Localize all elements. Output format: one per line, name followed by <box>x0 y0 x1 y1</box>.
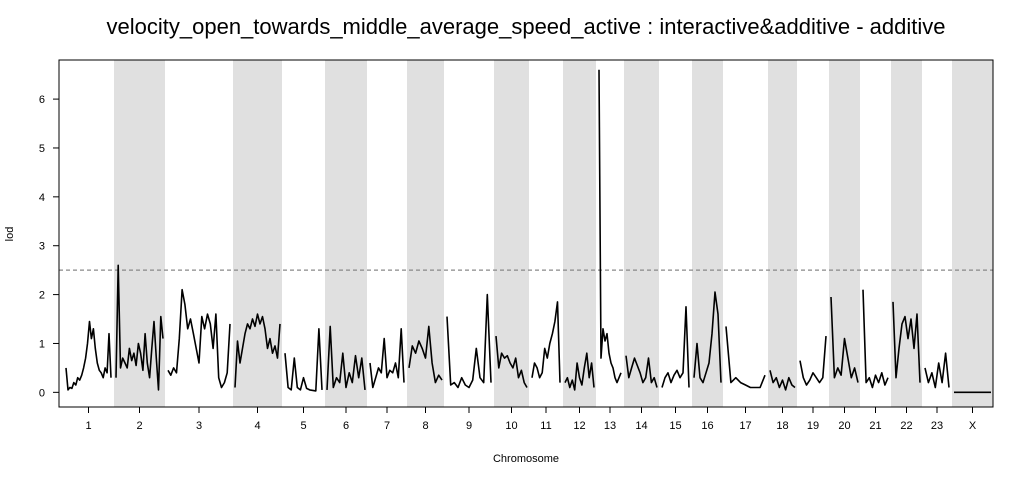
y-tick-label-1: 1 <box>39 338 45 350</box>
lod-curve-chr-18 <box>769 370 796 391</box>
x-tick-label-14: 14 <box>635 420 647 432</box>
x-tick-label-15: 15 <box>669 420 681 432</box>
x-tick-label-21: 21 <box>869 420 881 432</box>
lod-curve-chr-13 <box>598 69 622 384</box>
shade-chr-14 <box>624 60 659 407</box>
chromosome-shading <box>114 60 993 407</box>
x-tick-label-5: 5 <box>300 420 306 432</box>
x-tick-label-2: 2 <box>136 420 142 432</box>
x-tick-label-8: 8 <box>422 420 428 432</box>
y-tick-label-2: 2 <box>39 290 45 302</box>
shade-chr-X <box>952 60 993 407</box>
y-tick-label-0: 0 <box>39 387 45 399</box>
lod-curve-chr-3 <box>167 288 231 389</box>
x-tick-label-X: X <box>969 420 977 432</box>
chart-title: velocity_open_towards_middle_average_spe… <box>106 14 946 39</box>
lod-curve-chr-6 <box>326 325 366 390</box>
x-tick-label-19: 19 <box>807 420 819 432</box>
lod-curve-chr-22 <box>892 301 921 383</box>
lod-curve-chr-12 <box>564 352 595 391</box>
lod-curve-chr-19 <box>799 336 827 386</box>
x-tick-label-10: 10 <box>505 420 517 432</box>
lod-curve-chr-1 <box>65 320 112 391</box>
lod-curve-chr-11 <box>531 301 561 383</box>
x-tick-label-22: 22 <box>900 420 912 432</box>
shade-chr-18 <box>768 60 797 407</box>
x-axis: 1 2 3 4 5 6 7 8 9 10 11 12 13 14 15 16 17 18 19 20 21 22 23 X <box>85 407 977 432</box>
x-tick-label-9: 9 <box>466 420 472 432</box>
lod-curve-chr-20 <box>830 296 859 383</box>
shade-chr-10 <box>494 60 529 407</box>
x-tick-label-13: 13 <box>604 420 616 432</box>
x-tick-label-16: 16 <box>701 420 713 432</box>
lod-curve-chr-8 <box>408 325 443 384</box>
lod-curve-chr-7 <box>369 327 405 389</box>
x-tick-label-11: 11 <box>540 420 551 432</box>
x-axis-title: Chromosome <box>493 453 559 465</box>
shade-chr-4 <box>233 60 282 407</box>
y-tick-label-6: 6 <box>39 94 45 106</box>
x-tick-label-3: 3 <box>196 420 202 432</box>
lod-curve-chr-2 <box>115 264 164 391</box>
shade-chr-2 <box>114 60 165 407</box>
x-tick-label-20: 20 <box>838 420 850 432</box>
lod-curve-chr-5 <box>284 327 323 392</box>
shade-chr-20 <box>829 60 860 407</box>
x-tick-label-4: 4 <box>254 420 260 432</box>
lod-curve-chr-10 <box>495 336 528 388</box>
lod-curve-chr-4 <box>234 313 281 388</box>
lod-curve-chr-21 <box>862 289 889 389</box>
y-tick-label-4: 4 <box>39 192 45 204</box>
lod-curves <box>65 69 991 394</box>
x-tick-label-6: 6 <box>343 420 349 432</box>
lod-curve-chr-15 <box>661 305 690 388</box>
x-tick-label-17: 17 <box>739 420 751 432</box>
y-tick-label-5: 5 <box>39 143 45 155</box>
lod-curve-chr-14 <box>625 355 658 388</box>
lod-curve-chr-23 <box>924 352 950 389</box>
lod-curve-chr-17 <box>725 326 766 389</box>
lod-curve-chr-9 <box>446 293 492 389</box>
lod-curve-chr-16 <box>693 291 722 384</box>
x-tick-label-7: 7 <box>384 420 390 432</box>
shade-chr-22 <box>891 60 922 407</box>
x-tick-label-18: 18 <box>776 420 788 432</box>
x-tick-label-1: 1 <box>85 420 91 432</box>
x-tick-label-23: 23 <box>931 420 943 432</box>
y-tick-label-3: 3 <box>39 241 45 253</box>
shade-chr-12 <box>563 60 596 407</box>
x-tick-label-12: 12 <box>573 420 585 432</box>
y-axis: 0 1 2 3 4 5 6 <box>39 94 59 399</box>
plot-frame <box>58 59 994 408</box>
y-axis-title: lod <box>4 227 16 242</box>
